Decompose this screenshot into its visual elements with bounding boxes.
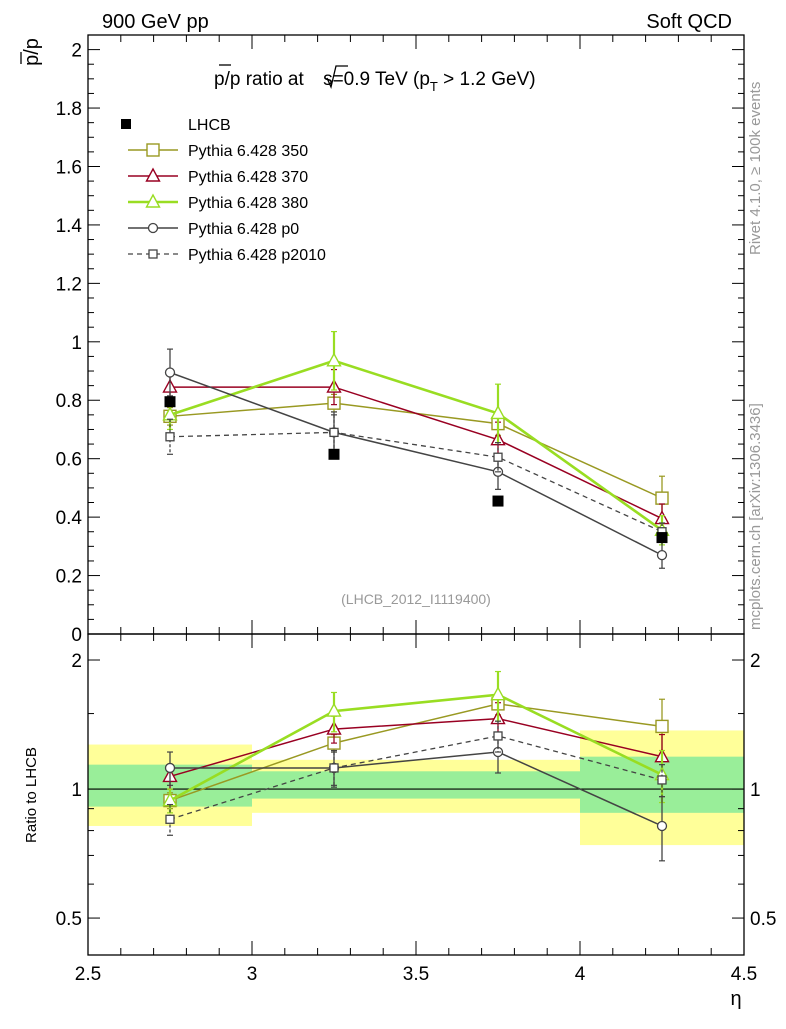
main-ytick-label-1: 0.2	[56, 567, 82, 588]
main-ytick-label-0: 0	[71, 625, 82, 646]
main-ytick-label-9: 1.8	[56, 99, 82, 120]
main-point-pythia-6-428-380-1	[326, 352, 342, 367]
ratio-point-pythia-6-428-p2010-2	[493, 731, 503, 741]
main-point-lhcb-3	[656, 532, 668, 544]
title-part-d: > 1.2 GeV)	[438, 69, 536, 90]
mcplots-label-text: mcplots.cern.ch [arXiv:1306.3436]	[747, 403, 764, 630]
legend-marker-pythia-6-428-p0	[147, 222, 159, 234]
ratio-line-pythia-6-428-p2010	[169, 735, 663, 820]
axes-frames: 0 0.2 0.4 0.6 0.8 1 1.2 1.4 1.6 1.8 2 2.5 3 3.5 4 4.5 0.…	[56, 34, 776, 985]
main-point-lhcb-2	[492, 495, 504, 507]
chart-title: p/p ratio at s=0.9 TeV (pT > 1.2 GeV)	[214, 64, 536, 94]
legend-marker-pythia-6-428-380	[145, 193, 161, 208]
y-axis-label: p/p	[21, 38, 43, 66]
main-line-pythia-6-428-380	[169, 359, 663, 532]
main-point-pythia-6-428-p0-3	[656, 549, 668, 561]
xtick-label-3: 4	[575, 964, 586, 985]
ratio-line-pythia-6-428-370	[169, 717, 663, 778]
main-point-pythia-6-428-p0-0	[164, 367, 176, 378]
legend-marker-pythia-6-428-p2010	[148, 249, 158, 259]
legend-marker-pythia-6-428-350	[146, 143, 160, 157]
y-axis-label-text: p/p	[21, 38, 43, 66]
legend-label-pythia-6-428-p2010: Pythia 6.428 p2010	[188, 247, 326, 264]
legend-label-pythia-6-428-p0: Pythia 6.428 p0	[188, 221, 299, 238]
ratio-ytick-label-1: 1	[71, 780, 82, 801]
main-ytick-label-2: 0.4	[56, 508, 83, 529]
main-series-group	[162, 330, 670, 569]
ratio-point-pythia-6-428-p2010-3	[657, 775, 667, 785]
ratio-line-pythia-6-428-p0	[170, 751, 663, 827]
mcplots-label: mcplots.cern.ch [arXiv:1306.3436]	[747, 403, 764, 630]
main-ytick-label-3: 0.6	[56, 450, 82, 471]
ratio-ytick-label-right-2: 2	[750, 651, 761, 672]
ratio-point-pythia-6-428-380-2	[490, 686, 506, 701]
ratio-point-pythia-6-428-p2010-0	[165, 814, 175, 824]
ratio-ytick-label-2: 2	[71, 651, 82, 672]
main-point-pythia-6-428-p2010-2	[493, 452, 503, 462]
legend-label-lhcb: LHCB	[188, 117, 231, 134]
title-part-b: s=0.9 TeV (p	[323, 69, 430, 90]
legend-label-pythia-6-428-380: Pythia 6.428 380	[188, 195, 308, 212]
legend-label-pythia-6-428-370: Pythia 6.428 370	[188, 169, 308, 186]
main-ytick-label-4: 0.8	[56, 391, 82, 412]
ratio-y-axis-label-text: Ratio to LHCB	[23, 747, 40, 843]
xtick-label-1: 3	[247, 964, 258, 985]
xtick-label-4: 4.5	[731, 964, 757, 985]
ratio-ytick-label-right-1: 1	[750, 780, 761, 801]
ratio-point-pythia-6-428-p2010-1	[329, 763, 339, 773]
rivet-label-text: Rivet 4.1.0, ≥ 100k events	[747, 82, 764, 255]
main-point-lhcb-0	[164, 396, 176, 408]
svg-text:p/p ratio at s=0.9 TeV (pT > 1: p/p ratio at s=0.9 TeV (pT > 1.2 GeV)	[214, 69, 536, 94]
title-part-a: p/p ratio at	[214, 69, 309, 90]
xtick-label-0: 2.5	[75, 964, 101, 985]
main-point-pythia-6-428-p2010-1	[329, 427, 339, 438]
band-inner-2	[416, 771, 580, 799]
main-point-pythia-6-428-p2010-0	[165, 432, 175, 442]
main-point-pythia-6-428-350-3	[655, 491, 669, 505]
ratio-point-pythia-6-428-350-3	[655, 719, 669, 734]
main-line-pythia-6-428-p2010	[169, 431, 663, 533]
main-point-lhcb-1	[328, 448, 340, 460]
main-ytick-label-6: 1.2	[56, 274, 82, 295]
header-left: 900 GeV pp	[102, 11, 209, 33]
main-ytick-label-5: 1	[71, 333, 82, 354]
main-ytick-label-7: 1.4	[56, 216, 83, 237]
legend: LHCB Pythia 6.428 350 Pythia 6.428 370 Pyth…	[121, 117, 326, 264]
ratio-point-pythia-6-428-p0-3	[656, 820, 668, 832]
ratio-series-group	[162, 670, 670, 862]
ratio-point-pythia-6-428-p0-0	[164, 762, 176, 774]
ratio-line-pythia-6-428-380	[169, 693, 663, 802]
main-line-pythia-6-428-p0	[169, 371, 663, 556]
ratio-y-axis-label: Ratio to LHCB	[23, 747, 40, 843]
legend-marker-pythia-6-428-370	[145, 167, 161, 182]
title-sqrt-sign	[326, 65, 348, 90]
title-part-c: T	[430, 79, 438, 94]
analysis-id: (LHCB_2012_I1119400)	[341, 591, 491, 607]
ratio-ytick-label-right-0: 0.5	[750, 909, 776, 930]
main-point-pythia-6-428-380-2	[490, 404, 506, 420]
xtick-label-2: 3.5	[403, 964, 429, 985]
main-ytick-label-8: 1.6	[56, 157, 82, 178]
main-ytick-label-10: 2	[71, 41, 82, 62]
x-axis-label: η	[730, 988, 741, 1010]
ratio-ytick-label-0: 0.5	[56, 909, 82, 930]
legend-marker-lhcb	[121, 119, 131, 129]
header-right: Soft QCD	[646, 11, 732, 33]
ratio-point-pythia-6-428-380-1	[326, 702, 342, 717]
rivet-label: Rivet 4.1.0, ≥ 100k events	[747, 82, 764, 255]
legend-label-pythia-6-428-350: Pythia 6.428 350	[188, 143, 308, 160]
